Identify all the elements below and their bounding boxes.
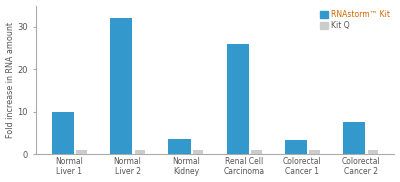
Bar bbox=[309, 150, 320, 154]
Bar bbox=[193, 150, 203, 154]
Legend: RNAstorm™ Kit, Kit Q: RNAstorm™ Kit, Kit Q bbox=[320, 9, 391, 31]
Y-axis label: Fold increase in RNA amount: Fold increase in RNA amount bbox=[6, 22, 14, 138]
Bar bbox=[251, 150, 262, 154]
Bar bbox=[368, 150, 378, 154]
Bar bbox=[168, 139, 190, 154]
Bar bbox=[227, 44, 249, 154]
Bar bbox=[285, 140, 307, 154]
Bar bbox=[110, 18, 132, 154]
Bar bbox=[135, 150, 145, 154]
Bar bbox=[76, 150, 87, 154]
Bar bbox=[343, 122, 365, 154]
Bar bbox=[52, 112, 74, 154]
